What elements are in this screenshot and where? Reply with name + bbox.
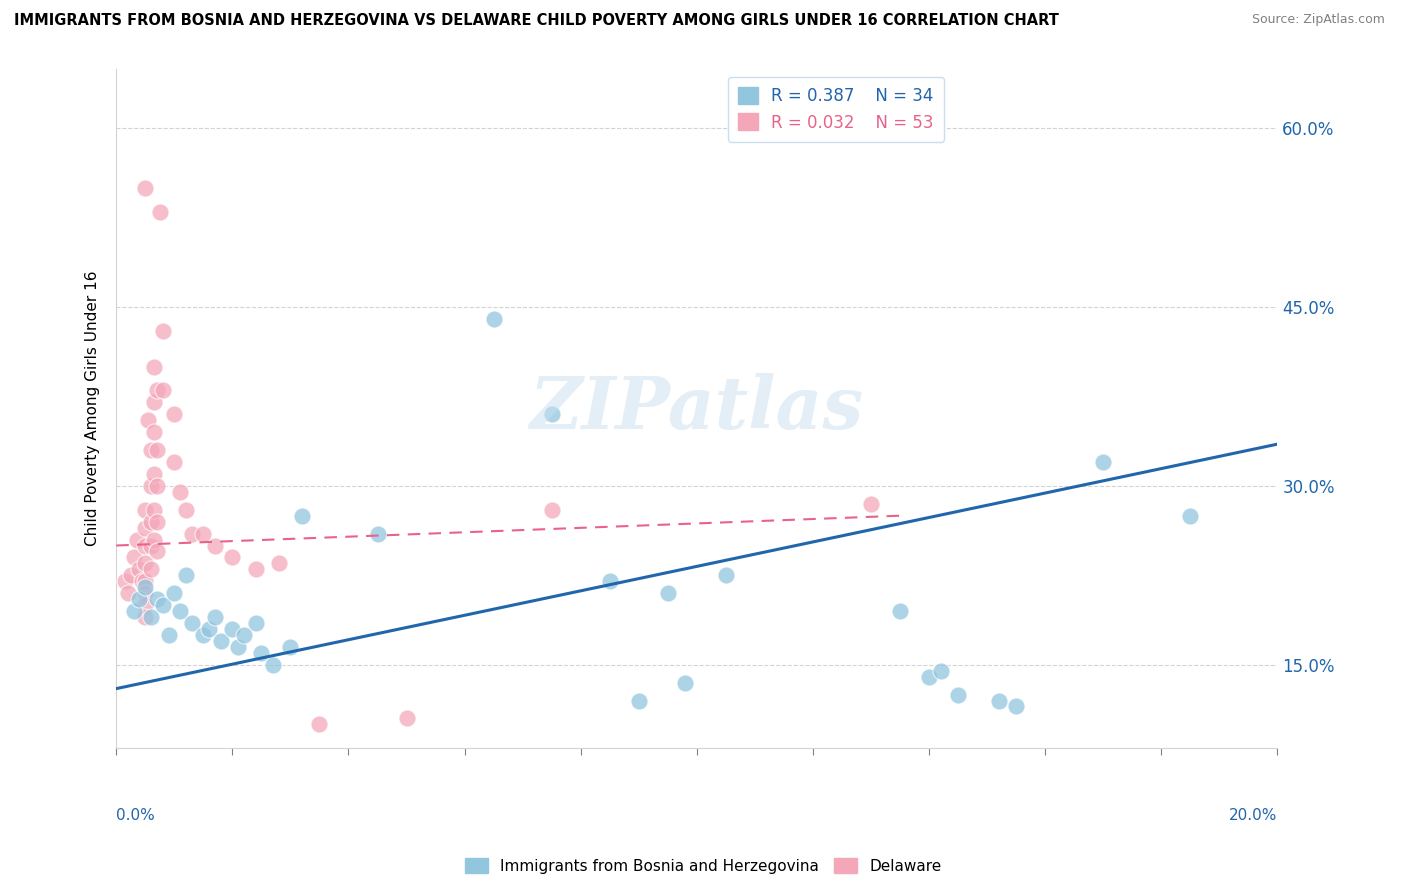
Point: [221, 622, 243, 636]
Point: [1180, 508, 1202, 523]
Point: [540, 408, 562, 422]
Point: [226, 640, 249, 654]
Point: [114, 574, 136, 589]
Point: [367, 526, 389, 541]
Point: [280, 640, 302, 654]
Point: [146, 592, 169, 607]
Point: [245, 615, 267, 630]
Point: [174, 568, 197, 582]
Point: [859, 497, 882, 511]
Point: [163, 408, 186, 422]
Point: [134, 502, 156, 516]
Point: [120, 568, 142, 582]
Point: [152, 598, 174, 612]
Point: [139, 443, 162, 458]
Point: [134, 598, 156, 612]
Point: [128, 562, 150, 576]
Point: [143, 395, 166, 409]
Text: 0.0%: 0.0%: [117, 808, 155, 822]
Point: [117, 586, 139, 600]
Legend: R = 0.387    N = 34, R = 0.032    N = 53: R = 0.387 N = 34, R = 0.032 N = 53: [728, 77, 943, 142]
Point: [149, 204, 172, 219]
Point: [139, 539, 162, 553]
Point: [139, 515, 162, 529]
Text: 20.0%: 20.0%: [1229, 808, 1278, 822]
Point: [198, 622, 221, 636]
Point: [163, 455, 186, 469]
Point: [163, 586, 186, 600]
Point: [134, 539, 156, 553]
Point: [889, 604, 911, 618]
Point: [291, 508, 314, 523]
Point: [714, 568, 737, 582]
Point: [245, 562, 267, 576]
Point: [540, 502, 562, 516]
Point: [193, 628, 215, 642]
Point: [204, 539, 226, 553]
Point: [657, 586, 679, 600]
Point: [599, 574, 621, 589]
Point: [395, 711, 418, 725]
Point: [136, 413, 159, 427]
Point: [169, 604, 191, 618]
Point: [122, 604, 145, 618]
Point: [143, 467, 166, 481]
Point: [152, 384, 174, 398]
Point: [946, 688, 969, 702]
Point: [889, 753, 911, 767]
Point: [918, 670, 941, 684]
Point: [152, 324, 174, 338]
Point: [143, 359, 166, 374]
Point: [233, 628, 256, 642]
Point: [143, 425, 166, 440]
Point: [134, 521, 156, 535]
Point: [125, 533, 148, 547]
Legend: Immigrants from Bosnia and Herzegovina, Delaware: Immigrants from Bosnia and Herzegovina, …: [458, 852, 948, 880]
Point: [122, 550, 145, 565]
Point: [131, 574, 153, 589]
Point: [673, 675, 696, 690]
Point: [134, 557, 156, 571]
Point: [169, 484, 191, 499]
Point: [134, 610, 156, 624]
Point: [146, 479, 169, 493]
Point: [143, 533, 166, 547]
Point: [1092, 455, 1115, 469]
Text: IMMIGRANTS FROM BOSNIA AND HERZEGOVINA VS DELAWARE CHILD POVERTY AMONG GIRLS UND: IMMIGRANTS FROM BOSNIA AND HERZEGOVINA V…: [14, 13, 1059, 29]
Point: [1005, 699, 1028, 714]
Point: [627, 693, 650, 707]
Point: [180, 526, 202, 541]
Text: ZIPatlas: ZIPatlas: [530, 373, 863, 444]
Point: [146, 443, 169, 458]
Point: [146, 515, 169, 529]
Point: [134, 580, 156, 594]
Point: [134, 586, 156, 600]
Point: [139, 479, 162, 493]
Point: [143, 502, 166, 516]
Point: [204, 610, 226, 624]
Point: [482, 312, 505, 326]
Point: [134, 574, 156, 589]
Point: [250, 646, 273, 660]
Point: [134, 181, 156, 195]
Point: [267, 557, 290, 571]
Point: [157, 628, 180, 642]
Point: [308, 717, 330, 731]
Point: [209, 634, 232, 648]
Point: [146, 384, 169, 398]
Point: [139, 562, 162, 576]
Point: [193, 526, 215, 541]
Point: [139, 610, 162, 624]
Point: [262, 657, 284, 672]
Point: [146, 544, 169, 558]
Y-axis label: Child Poverty Among Girls Under 16: Child Poverty Among Girls Under 16: [86, 270, 100, 546]
Text: Source: ZipAtlas.com: Source: ZipAtlas.com: [1251, 13, 1385, 27]
Point: [180, 615, 202, 630]
Point: [987, 693, 1010, 707]
Point: [128, 592, 150, 607]
Point: [929, 664, 952, 678]
Point: [221, 550, 243, 565]
Point: [174, 502, 197, 516]
